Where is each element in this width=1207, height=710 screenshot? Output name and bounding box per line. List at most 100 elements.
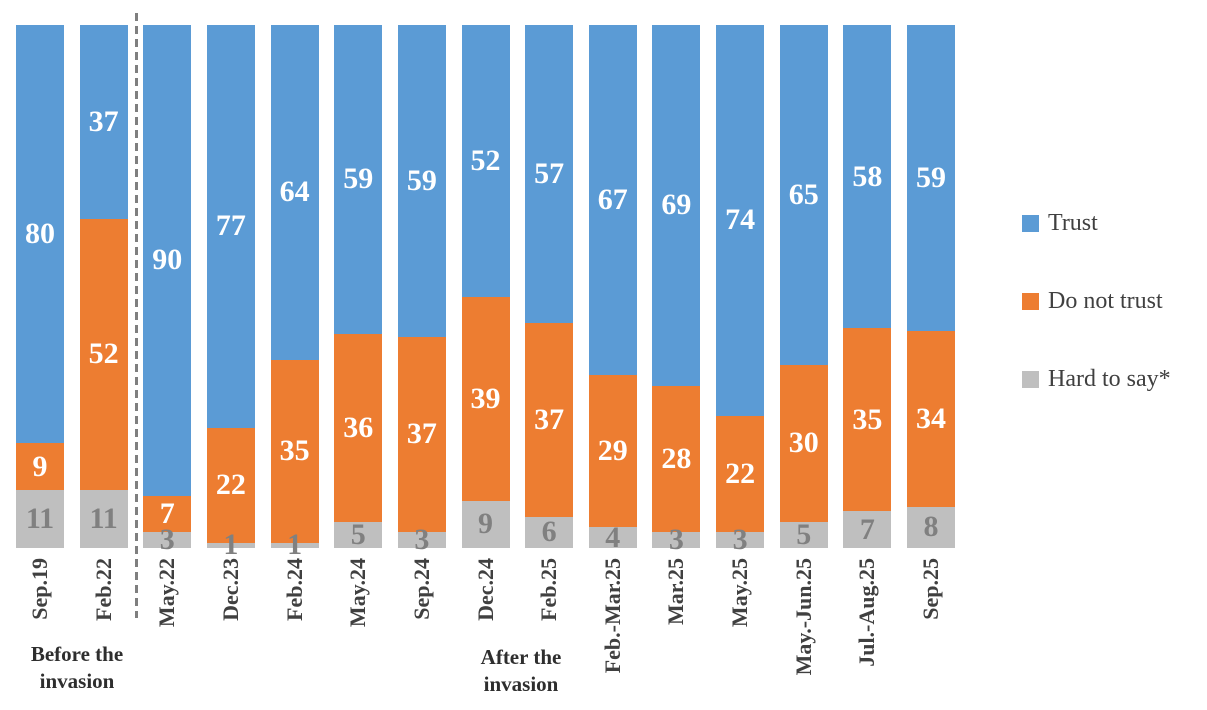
- value-label: 34: [916, 401, 946, 435]
- category-label: Dec.23: [217, 558, 243, 621]
- value-label: 22: [215, 468, 246, 502]
- bar-segment-hard-to-say: 5: [334, 517, 383, 551]
- bar: 59 37 3: [397, 25, 446, 555]
- value-label: 5: [350, 517, 366, 551]
- value-label: 11: [25, 502, 55, 536]
- bar: 77 22 1: [206, 25, 255, 560]
- bar: 37 52 11: [79, 25, 128, 548]
- value-label: 9: [478, 507, 493, 541]
- value-label: 7: [159, 496, 175, 530]
- value-label: 39: [470, 381, 501, 415]
- value-label: 58: [852, 159, 883, 193]
- value-label: 1: [287, 528, 303, 562]
- category-label: May.-Jun.25: [790, 558, 816, 676]
- value-label: 30: [788, 426, 819, 460]
- bar-segment-trust: 65: [779, 25, 828, 365]
- category-label: Sep.19: [27, 558, 52, 620]
- bar-segment-hard-to-say: 3: [143, 525, 192, 555]
- bar-segment-hard-to-say: 1: [270, 530, 319, 560]
- value-label: 6: [541, 515, 557, 549]
- legend-swatch-trust: [1022, 214, 1039, 232]
- value-label: 59: [916, 160, 946, 194]
- value-label: 11: [89, 502, 118, 536]
- bar-segment-do-not-trust: 35: [843, 328, 892, 512]
- bar-segment-do-not-trust: 30: [779, 364, 828, 522]
- value-label: 37: [88, 104, 119, 138]
- bar-segment-do-not-trust: 29: [588, 375, 637, 528]
- value-label: 64: [279, 175, 310, 209]
- bar: 69 28 3: [652, 25, 701, 555]
- bar-segment-do-not-trust: 34: [907, 330, 955, 507]
- bar-segment-trust: 57: [525, 25, 574, 324]
- category-label: Feb.22: [90, 558, 116, 621]
- bar-segment-trust: 59: [907, 25, 955, 331]
- bar: 90 7 3: [143, 25, 192, 555]
- bar: 67 29 4: [588, 25, 637, 552]
- bar-segment-do-not-trust: 22: [716, 415, 765, 533]
- bar: 58 35 7: [843, 25, 892, 548]
- value-label: 22: [725, 457, 756, 491]
- bar-segment-do-not-trust: 9: [16, 443, 64, 491]
- bar-segment-trust: 37: [79, 25, 128, 219]
- bar-segment-do-not-trust: 37: [397, 336, 446, 533]
- value-label: 52: [470, 143, 501, 177]
- category-label: Sep.24: [408, 558, 434, 620]
- before-invasion-label: Before the invasion: [30, 642, 124, 693]
- value-label: 3: [668, 523, 684, 557]
- value-label: 29: [597, 434, 628, 468]
- bar-segment-hard-to-say: 8: [907, 506, 955, 548]
- bar: 52 39 9: [461, 25, 510, 548]
- value-label: 7: [859, 512, 875, 546]
- bar-segment-do-not-trust: 37: [525, 323, 574, 517]
- category-label: Dec.24: [472, 558, 498, 621]
- bar-segment-trust: 67: [588, 25, 637, 376]
- value-label: 36: [343, 410, 374, 444]
- bar-segment-trust: 74: [716, 25, 765, 416]
- bar: 59 34 8: [907, 25, 955, 548]
- bar: 74 22 3: [716, 25, 765, 555]
- bar-segment-do-not-trust: 28: [652, 385, 701, 533]
- category-label: Feb.24: [281, 558, 307, 621]
- bar-segment-do-not-trust: 52: [79, 218, 128, 491]
- bar-segment-trust: 80: [16, 25, 64, 444]
- value-label: 90: [152, 243, 183, 277]
- value-label: 3: [159, 523, 175, 557]
- value-label: 59: [406, 163, 437, 197]
- value-label: 4: [605, 520, 621, 554]
- legend-item-do-not-trust: Do not trust: [1022, 287, 1171, 315]
- bar-segment-trust: 77: [206, 25, 255, 428]
- category-label: Feb.-Mar.25: [599, 558, 625, 674]
- value-label: 1: [223, 528, 239, 562]
- value-label: 67: [597, 183, 628, 217]
- legend-swatch-do-not-trust: [1022, 292, 1039, 310]
- bar: 64 35 1: [270, 25, 319, 560]
- category-label: May.24: [345, 558, 371, 628]
- bar-segment-hard-to-say: 11: [79, 490, 128, 548]
- bar-segment-trust: 69: [652, 25, 701, 386]
- value-label: 57: [534, 157, 565, 191]
- value-label: 28: [661, 442, 692, 476]
- bar-segment-do-not-trust: 22: [206, 427, 255, 543]
- bar-segment-do-not-trust: 36: [334, 333, 383, 522]
- bar-segment-hard-to-say: 6: [525, 515, 574, 549]
- bar-segment-hard-to-say: 3: [716, 525, 765, 555]
- value-label: 74: [725, 203, 756, 237]
- value-label: 52: [88, 337, 119, 371]
- value-label: 69: [661, 188, 692, 222]
- category-label: May.22: [154, 558, 180, 628]
- value-label: 5: [796, 517, 812, 551]
- bar: 59 36 5: [334, 25, 383, 551]
- bar-segment-trust: 58: [843, 25, 892, 329]
- bar: 65 30 5: [779, 25, 828, 551]
- legend-label: Hard to say*: [1048, 366, 1171, 392]
- bar-segment-hard-to-say: 9: [461, 500, 510, 548]
- bar-segment-do-not-trust: 39: [461, 296, 510, 501]
- value-label: 65: [788, 177, 819, 211]
- category-label: Sep.25: [918, 558, 943, 620]
- after-invasion-label: After the invasion: [480, 645, 562, 696]
- bar-segment-hard-to-say: 5: [779, 517, 828, 551]
- bar-segment-hard-to-say: 11: [16, 490, 64, 548]
- legend-item-trust: Trust: [1022, 209, 1171, 237]
